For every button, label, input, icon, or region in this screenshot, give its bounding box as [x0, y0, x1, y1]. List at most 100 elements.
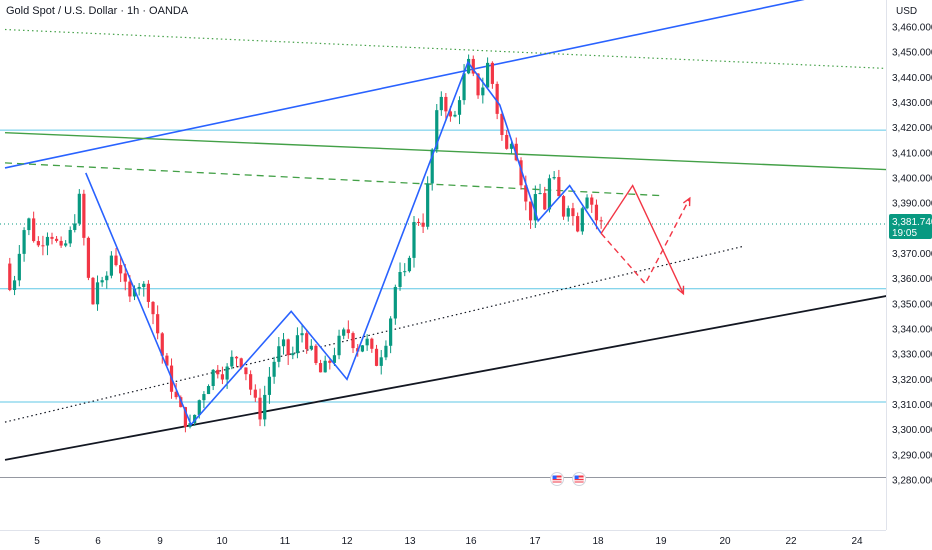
candle-body	[337, 335, 341, 356]
candle-body	[100, 280, 104, 283]
candle-body	[64, 243, 68, 246]
trendline[interactable]	[4, 132, 932, 178]
candle-body	[407, 257, 412, 272]
price-tick-label: 3,440.000	[892, 73, 932, 84]
time-tick-label: 5	[34, 536, 40, 547]
candle-body	[328, 360, 332, 363]
candle-body	[68, 229, 72, 244]
us-flag-event-icon[interactable]	[550, 472, 565, 486]
candle-body	[594, 204, 599, 221]
time-tick-label: 9	[157, 536, 163, 547]
price-tick-label: 3,360.000	[892, 274, 932, 285]
candle-body	[393, 286, 397, 319]
candle-body	[225, 366, 229, 380]
price-tick-label: 3,340.000	[892, 325, 932, 336]
projection-path-solid[interactable]	[600, 184, 685, 295]
plot-area[interactable]	[0, 0, 932, 478]
candle-body	[239, 358, 243, 368]
price-tick-label: 3,280.000	[892, 476, 932, 487]
candle-body	[566, 208, 570, 217]
candle-body	[439, 96, 443, 111]
candle-body	[202, 394, 206, 401]
candle-body	[123, 273, 127, 282]
candle-body	[230, 356, 234, 367]
price-tick-label: 3,350.000	[892, 299, 932, 310]
candle-body	[435, 110, 439, 150]
trendline[interactable]	[4, 245, 745, 423]
candle-body	[277, 346, 281, 362]
candle-body	[174, 391, 178, 398]
time-tick-label: 17	[529, 536, 541, 547]
candle-body	[105, 275, 109, 281]
candle-body	[462, 73, 466, 101]
price-tick-label: 3,290.000	[892, 450, 932, 461]
trendline[interactable]	[4, 28, 932, 78]
candle-body	[519, 160, 523, 186]
candle-body	[309, 345, 313, 350]
candle-body	[561, 196, 566, 217]
time-tick-label: 11	[280, 536, 291, 547]
candle-body	[300, 333, 304, 336]
candles	[8, 54, 603, 433]
candle-body	[547, 178, 552, 210]
projection-path-dashed[interactable]	[600, 197, 691, 285]
candle-body	[220, 374, 225, 380]
candle-body	[281, 339, 286, 347]
candle-body	[389, 318, 393, 346]
us-flag-event-icon[interactable]	[572, 472, 587, 486]
candle-body	[82, 193, 86, 238]
candle-body	[471, 58, 475, 74]
price-tick-label: 3,450.000	[892, 48, 932, 59]
time-axis[interactable]: 5 6 9 10 11 12 13 16 17 18 19 20 22 24	[0, 530, 886, 548]
candle-body	[453, 114, 457, 117]
price-axis[interactable]: USD 3,280.000 3,290.000 3,300.000 3,310.000 3…	[886, 0, 932, 550]
candle-body	[524, 185, 528, 202]
trendline[interactable]	[4, 0, 805, 169]
candle-body	[495, 83, 499, 114]
candle-body	[305, 333, 309, 350]
candle-body	[95, 282, 100, 305]
candle-body	[206, 385, 211, 395]
candle-body	[476, 73, 480, 96]
time-tick-label: 13	[404, 536, 416, 547]
time-tick-label: 22	[785, 536, 797, 547]
candle-body	[374, 348, 379, 366]
candle-body	[249, 374, 253, 390]
zigzag-pattern[interactable]	[85, 60, 602, 427]
candle-body	[360, 345, 365, 352]
candle-body	[599, 220, 603, 222]
price-tick-label: 3,390.000	[892, 199, 932, 210]
candle-body	[263, 394, 267, 420]
time-tick-label: 6	[95, 536, 101, 547]
trendline[interactable]	[4, 162, 662, 197]
time-tick-label: 24	[851, 536, 863, 547]
candle-body	[543, 193, 547, 210]
candle-body	[132, 288, 137, 297]
candle-body	[486, 62, 490, 88]
candle-body	[50, 236, 54, 239]
candle-body	[244, 367, 248, 375]
candle-body	[416, 221, 421, 223]
candle-body	[291, 353, 295, 356]
price-tick-label: 3,400.000	[892, 174, 932, 185]
candle-body	[295, 335, 300, 354]
candle-body	[193, 414, 197, 424]
candle-body	[73, 223, 77, 230]
candle-body	[54, 238, 59, 241]
candle-body	[234, 356, 239, 359]
candle-body	[211, 369, 215, 386]
candle-body	[267, 376, 272, 395]
candle-body	[272, 361, 276, 377]
candle-body	[12, 280, 17, 290]
currency-label: USD	[896, 6, 917, 17]
price-tick-label: 3,330.000	[892, 350, 932, 361]
candle-body	[17, 253, 21, 281]
candle-body	[538, 193, 542, 195]
candle-body	[114, 255, 118, 266]
candle-body	[430, 149, 434, 184]
arrow-head-icon	[682, 196, 691, 207]
candle-body	[552, 177, 556, 179]
candle-body	[448, 111, 453, 117]
candle-body	[557, 177, 561, 197]
